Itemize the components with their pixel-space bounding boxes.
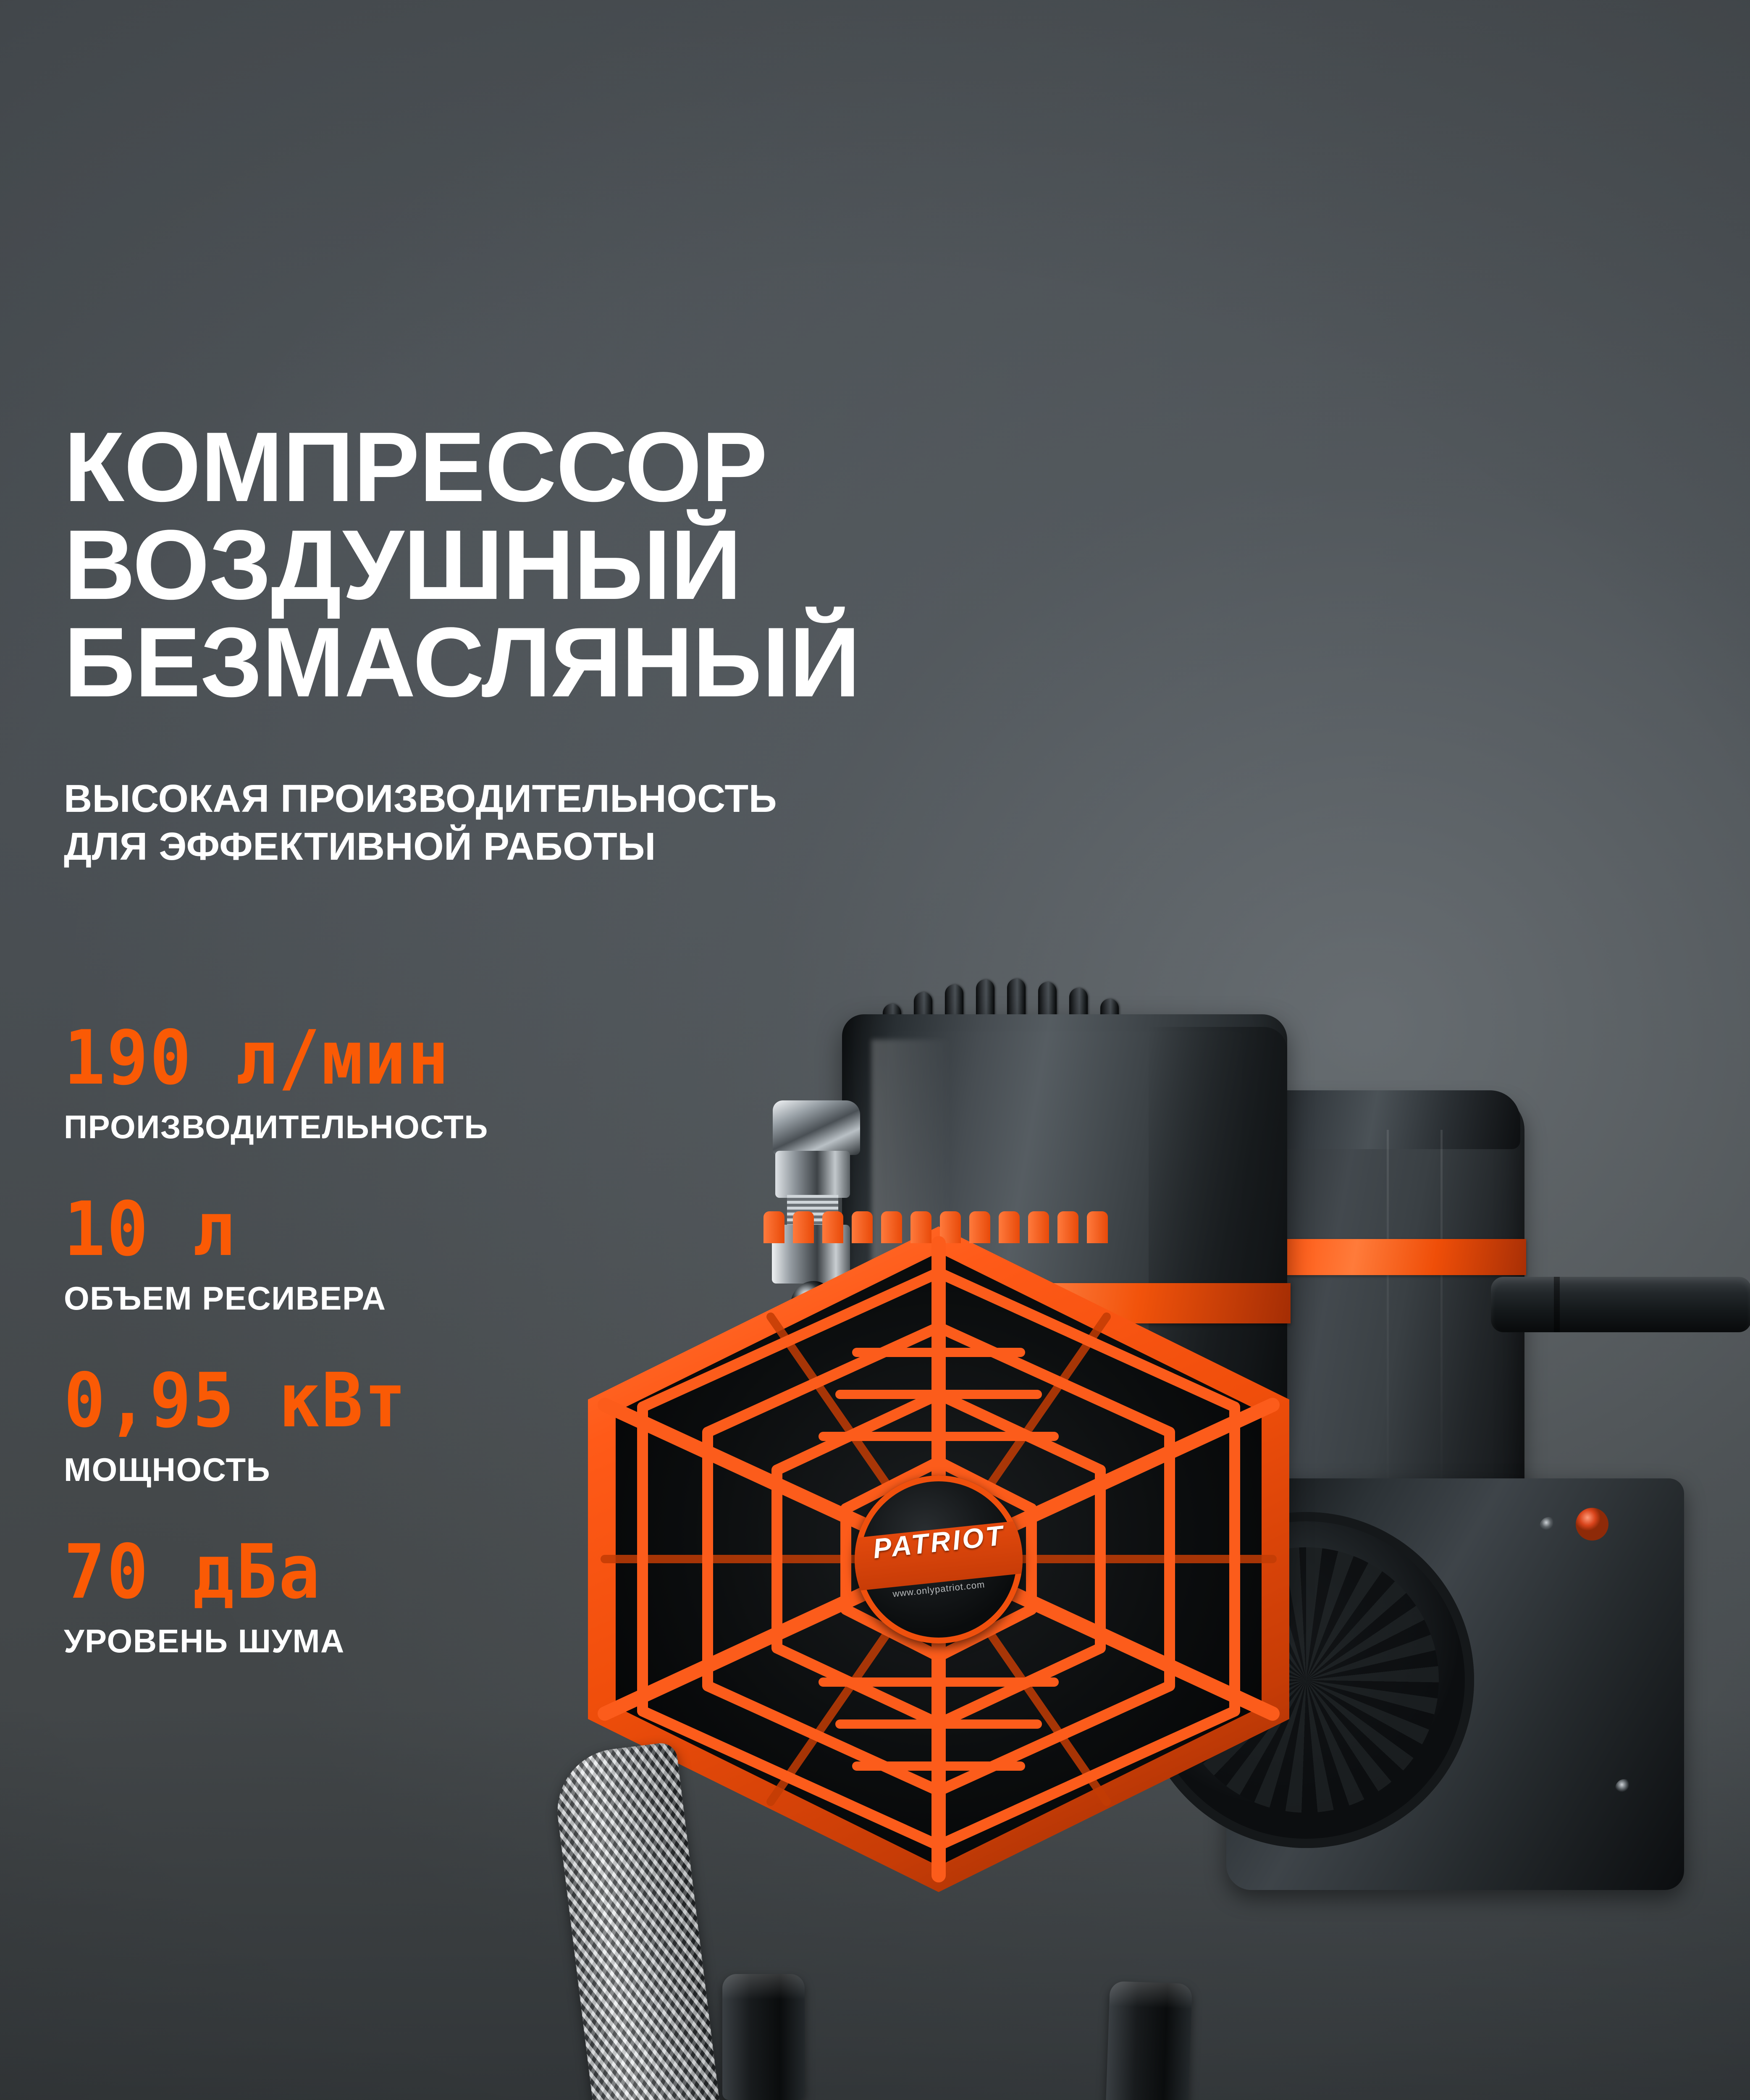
spec-label: ОБЪЕМ РЕСИВЕРА [64,1280,386,1317]
pressure-relief-cap-icon [1576,1508,1608,1541]
motor-housing [1138,1478,1684,1890]
housing-bolt [1540,1517,1558,1536]
page-subtitle: ВЫСОКАЯ ПРОИЗВОДИТЕЛЬНОСТЬ ДЛЯ ЭФФЕКТИВН… [64,777,777,868]
spec-value: 0,95 кВт [64,1357,408,1444]
patriot-hub-badge: PATRIOT www.onlypatriot.com [855,1475,1023,1643]
housing-bolt [1615,1779,1634,1798]
valve-elbow [773,1100,860,1155]
spec-label: МОЩНОСТЬ [64,1451,271,1488]
fan-cover-comb-teeth [763,1211,1116,1243]
spec-item-performance: 190 л/мин ПРОИЗВОДИТЕЛЬНОСТЬ [64,1014,778,1145]
product-image: PATRIOT www.onlypatriot.com [550,916,1750,2100]
spec-value: 70 дБа [64,1528,322,1615]
spec-value: 190 л/мин [64,1014,451,1101]
air-outlet-pipe [1491,1277,1750,1332]
spec-item-power: 0,95 кВт МОЩНОСТЬ [64,1363,778,1486]
valve-hex-nut [775,1151,850,1198]
rear-cylinder-seam [1440,1130,1443,1512]
rubber-foot [722,1974,805,2100]
hexagonal-fan-cover: PATRIOT www.onlypatriot.com [588,1211,1289,1892]
spec-item-noise-level: 70 дБа УРОВЕНЬ ШУМА [64,1528,778,1659]
braided-steel-hose [550,1741,735,2100]
page-title: КОМПРЕССОР ВОЗДУШНЫЙ БЕЗМАСЛЯНЫЙ [64,412,861,718]
spec-item-receiver-volume: 10 л ОБЪЕМ РЕСИВЕРА [64,1192,778,1315]
spec-label: УРОВЕНЬ ШУМА [64,1622,345,1659]
spec-value: 10 л [64,1186,236,1273]
rubber-foot [1105,1981,1193,2100]
rear-cylinder-seam [1387,1130,1389,1512]
specification-list: 190 л/мин ПРОИЗВОДИТЕЛЬНОСТЬ 10 л ОБЪЕМ … [64,1014,778,1659]
spec-label: ПРОИЗВОДИТЕЛЬНОСТЬ [64,1108,488,1145]
